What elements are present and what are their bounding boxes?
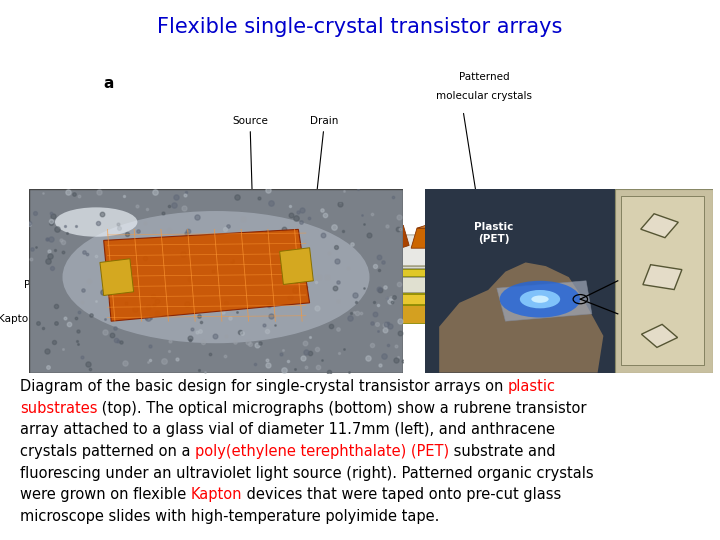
Polygon shape bbox=[497, 281, 592, 321]
Polygon shape bbox=[307, 236, 336, 256]
Ellipse shape bbox=[55, 207, 138, 237]
Text: PVP dielectric: PVP dielectric bbox=[24, 280, 178, 289]
Text: were grown on flexible: were grown on flexible bbox=[20, 487, 191, 502]
FancyBboxPatch shape bbox=[425, 189, 615, 373]
Polygon shape bbox=[641, 214, 678, 238]
Polygon shape bbox=[490, 262, 585, 305]
Text: Source: Source bbox=[232, 116, 268, 252]
Text: fluorescing under an ultraviolet light source (right). Patterned organic crystal: fluorescing under an ultraviolet light s… bbox=[20, 465, 593, 481]
Text: devices that were taped onto pre-cut glass: devices that were taped onto pre-cut gla… bbox=[243, 487, 562, 502]
Text: Patterned: Patterned bbox=[459, 72, 510, 82]
Polygon shape bbox=[490, 275, 585, 323]
Polygon shape bbox=[181, 235, 585, 266]
Text: array attached to a glass vial of diameter 11.7mm (left), and anthracene: array attached to a glass vial of diamet… bbox=[20, 422, 555, 437]
Polygon shape bbox=[181, 294, 490, 305]
Text: Diagram of the basic design for single-crystal transistor arrays on: Diagram of the basic design for single-c… bbox=[20, 379, 508, 394]
FancyBboxPatch shape bbox=[29, 189, 403, 373]
Ellipse shape bbox=[520, 290, 560, 308]
Text: substrate and: substrate and bbox=[449, 444, 556, 459]
Text: microscope slides with high-temperature polyimide tape.: microscope slides with high-temperature … bbox=[20, 509, 439, 524]
Text: (top). The optical micrographs (bottom) show a rubrene transistor: (top). The optical micrographs (bottom) … bbox=[97, 401, 587, 416]
Polygon shape bbox=[417, 221, 456, 228]
Polygon shape bbox=[181, 246, 585, 278]
Text: a: a bbox=[104, 76, 114, 91]
Polygon shape bbox=[464, 224, 492, 244]
FancyBboxPatch shape bbox=[615, 189, 713, 373]
Polygon shape bbox=[312, 230, 351, 236]
Polygon shape bbox=[181, 262, 585, 294]
Polygon shape bbox=[469, 218, 508, 224]
Text: Flexible single-crystal transistor arrays: Flexible single-crystal transistor array… bbox=[157, 17, 563, 37]
Polygon shape bbox=[100, 259, 134, 295]
Polygon shape bbox=[202, 244, 231, 264]
Polygon shape bbox=[411, 228, 441, 248]
Text: poly(ethylene terephthalate) (PET): poly(ethylene terephthalate) (PET) bbox=[195, 444, 449, 459]
Polygon shape bbox=[487, 218, 514, 244]
Polygon shape bbox=[225, 237, 252, 264]
Polygon shape bbox=[181, 306, 490, 323]
Polygon shape bbox=[181, 238, 585, 269]
Polygon shape bbox=[435, 221, 462, 248]
Polygon shape bbox=[382, 225, 409, 252]
Ellipse shape bbox=[500, 281, 580, 318]
Polygon shape bbox=[359, 232, 388, 252]
Polygon shape bbox=[181, 275, 585, 306]
Polygon shape bbox=[277, 233, 305, 260]
Polygon shape bbox=[642, 325, 678, 347]
Ellipse shape bbox=[531, 295, 549, 303]
Polygon shape bbox=[364, 225, 403, 232]
Polygon shape bbox=[104, 230, 310, 321]
Polygon shape bbox=[490, 238, 585, 276]
Polygon shape bbox=[439, 262, 603, 373]
Polygon shape bbox=[181, 278, 490, 292]
Text: crystals patterned on a: crystals patterned on a bbox=[20, 444, 195, 459]
FancyBboxPatch shape bbox=[425, 189, 713, 373]
Polygon shape bbox=[490, 246, 585, 292]
Polygon shape bbox=[254, 240, 284, 260]
Text: substrates: substrates bbox=[20, 401, 97, 416]
Text: plastic: plastic bbox=[508, 379, 556, 394]
Text: molecular crystals: molecular crystals bbox=[436, 91, 532, 101]
Text: Kapton: Kapton bbox=[191, 487, 243, 502]
Polygon shape bbox=[279, 248, 313, 285]
Polygon shape bbox=[260, 233, 299, 240]
Polygon shape bbox=[425, 189, 615, 373]
Polygon shape bbox=[643, 265, 682, 289]
Text: Drain: Drain bbox=[309, 116, 339, 252]
Polygon shape bbox=[330, 230, 357, 256]
Text: Plastic
(PET): Plastic (PET) bbox=[474, 222, 513, 244]
Polygon shape bbox=[181, 269, 490, 276]
FancyBboxPatch shape bbox=[621, 197, 704, 365]
Polygon shape bbox=[207, 237, 246, 244]
Polygon shape bbox=[181, 266, 490, 268]
Ellipse shape bbox=[63, 211, 369, 343]
Text: Kapton 'polyimide': Kapton 'polyimide' bbox=[0, 314, 178, 324]
Polygon shape bbox=[490, 235, 585, 268]
Text: Au: Au bbox=[554, 258, 583, 270]
